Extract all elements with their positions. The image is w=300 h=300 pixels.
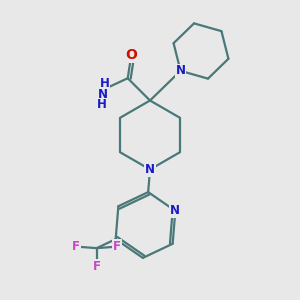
- Text: N: N: [145, 163, 155, 176]
- Text: N: N: [98, 88, 108, 101]
- Text: F: F: [72, 240, 80, 253]
- Text: N: N: [176, 64, 185, 77]
- Text: H: H: [100, 77, 110, 90]
- Text: O: O: [125, 48, 137, 62]
- Text: H: H: [97, 98, 106, 111]
- Text: N: N: [170, 204, 180, 218]
- Text: F: F: [93, 260, 101, 273]
- Text: F: F: [113, 240, 121, 253]
